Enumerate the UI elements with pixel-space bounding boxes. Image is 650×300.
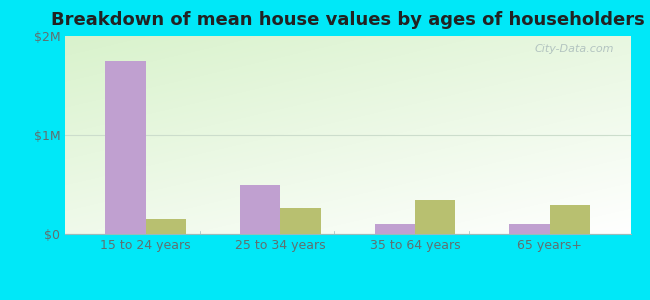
Title: Breakdown of mean house values by ages of householders: Breakdown of mean house values by ages o… [51,11,645,29]
Bar [146,219,186,234]
Bar [240,185,280,234]
Bar [105,61,146,234]
Bar [550,205,590,234]
Bar [280,208,321,234]
Bar [374,224,415,234]
Bar [415,200,456,234]
Text: City-Data.com: City-Data.com [534,44,614,54]
Bar [510,224,550,234]
